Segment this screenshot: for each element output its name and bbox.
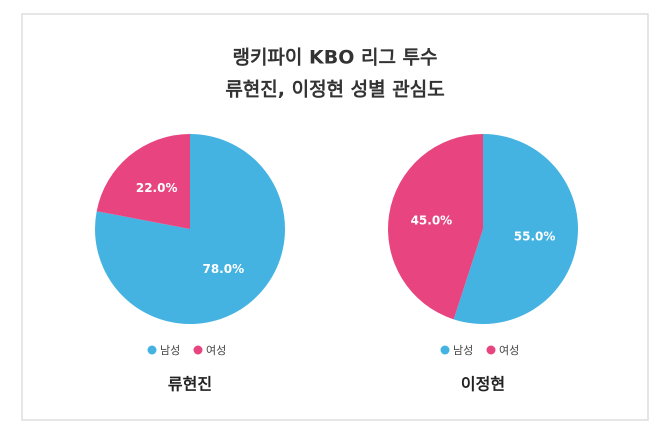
- pie-caption: 류현진: [168, 375, 212, 394]
- legend-marker: [486, 345, 496, 355]
- legend-label: 남성: [453, 344, 473, 357]
- pie-slice: [388, 134, 483, 320]
- data-label: 78.0%: [202, 262, 244, 276]
- legend-marker: [193, 345, 203, 355]
- chart-title: 류현진, 이정현 성별 관심도: [225, 79, 444, 101]
- pie-caption: 이정현: [461, 375, 505, 394]
- pie-slice: [453, 134, 578, 325]
- legend-marker: [147, 345, 157, 355]
- pie-slice: [94, 134, 285, 324]
- legend-marker: [440, 345, 450, 355]
- pie-slice: [96, 134, 190, 229]
- chart-title: 랭키파이 KBO 리그 투수: [232, 47, 437, 69]
- legend-label: 남성: [160, 344, 180, 357]
- legend-label: 여성: [499, 344, 519, 357]
- legend-label: 여성: [206, 344, 226, 357]
- data-label: 45.0%: [411, 213, 453, 227]
- data-label: 22.0%: [136, 181, 178, 195]
- data-label: 55.0%: [514, 230, 556, 244]
